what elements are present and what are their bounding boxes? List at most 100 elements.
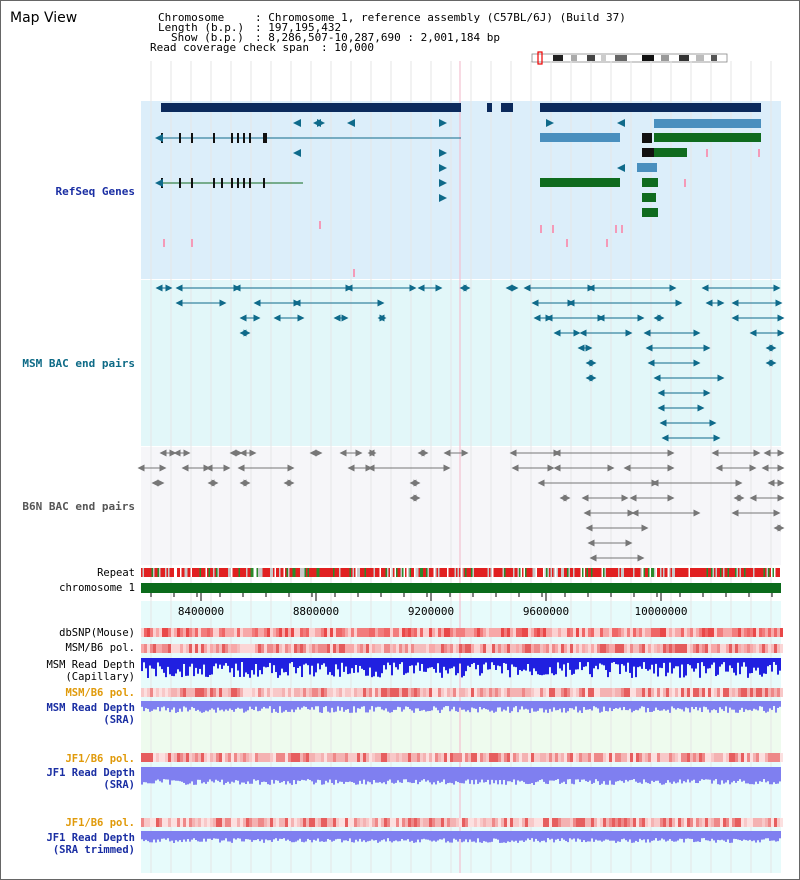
depth-bar [567,701,569,712]
heat-cell [732,753,735,762]
repeat-block [585,568,587,577]
depth-bar [147,701,149,709]
strand-arrow [159,449,167,457]
depth-bar [343,831,345,841]
depth-bar [297,701,299,708]
depth-bar [187,831,189,840]
heat-cell [258,628,261,637]
repeat-block [586,568,588,577]
depth-bar [363,831,365,841]
strand-arrow [546,119,554,127]
heat-cell [708,688,711,697]
depth-bar [419,701,421,712]
depth-bar [173,658,175,677]
depth-bar [607,701,609,712]
depth-bar [237,831,239,839]
depth-bar [713,701,715,710]
depth-bar [315,701,317,707]
depth-bar [703,831,705,839]
heat-cell [471,818,474,827]
heat-cell [243,818,246,827]
repeat-block [628,568,630,577]
depth-bar [223,831,225,841]
depth-bar [267,831,269,841]
repeat-block [546,568,548,577]
heat-cell [480,644,483,653]
refseq-genes-label[interactable]: RefSeq Genes [55,185,135,198]
heat-cell [186,628,189,637]
depth-bar [693,831,695,843]
jf1-pol-label-2: JF1/B6 pol. [65,817,135,829]
heat-cell [264,688,267,697]
depth-bar [229,701,231,709]
heat-cell [423,644,426,653]
heat-cell [639,628,642,637]
repeat-block [402,568,404,577]
depth-bar [759,701,761,707]
depth-bar [305,767,307,781]
heat-cell [717,818,720,827]
depth-bar [429,831,431,841]
heat-cell [282,688,285,697]
heat-cell [354,818,357,827]
depth-bar [601,701,603,712]
depth-bar [255,831,257,841]
heat-cell [624,818,627,827]
strand-arrow [777,464,785,472]
depth-bar [429,658,431,668]
heat-cell [777,644,780,653]
heat-cell [666,753,669,762]
heat-cell [252,688,255,697]
heat-cell [540,644,543,653]
depth-bar [489,701,491,712]
heat-cell [186,818,189,827]
depth-bar [279,767,281,783]
repeat-block [543,568,545,577]
depth-bar [479,701,481,707]
heat-cell [582,644,585,653]
depth-bar [499,831,501,843]
depth-bar [167,767,169,780]
heat-cell [717,688,720,697]
depth-bar [649,701,651,712]
msm-bac-label[interactable]: MSM BAC end pairs [22,357,135,370]
repeat-block [286,568,288,577]
depth-bar [275,701,277,712]
depth-bar [721,831,723,840]
depth-bar [569,658,571,670]
heat-cell [456,818,459,827]
depth-bar [739,831,741,841]
heat-cell [363,628,366,637]
b6n-bac-label[interactable]: B6N BAC end pairs [22,500,135,513]
depth-bar [427,767,429,781]
heat-cell [183,818,186,827]
depth-bar [261,767,263,783]
heat-cell [276,644,279,653]
heat-cell [309,628,312,637]
depth-bar [337,658,339,670]
depth-bar [289,658,291,664]
depth-bar [183,658,185,664]
heat-cell [339,688,342,697]
depth-bar [235,767,237,781]
heat-cell [648,644,651,653]
strand-arrow [505,284,513,292]
repeat-block [771,568,773,577]
depth-bar [227,831,229,842]
depth-bar [605,767,607,785]
heat-cell [222,753,225,762]
depth-bar [651,658,653,665]
strand-arrow [413,479,421,487]
depth-bar [579,701,581,711]
repeat-block [751,568,753,577]
heat-cell [405,688,408,697]
depth-bar [247,658,249,675]
depth-bar [511,658,513,665]
heat-cell [450,818,453,827]
repeat-block [550,568,552,577]
heat-cell [630,644,633,653]
repeat-block [693,568,695,577]
repeat-block [222,568,224,577]
gene-feature [654,133,761,142]
